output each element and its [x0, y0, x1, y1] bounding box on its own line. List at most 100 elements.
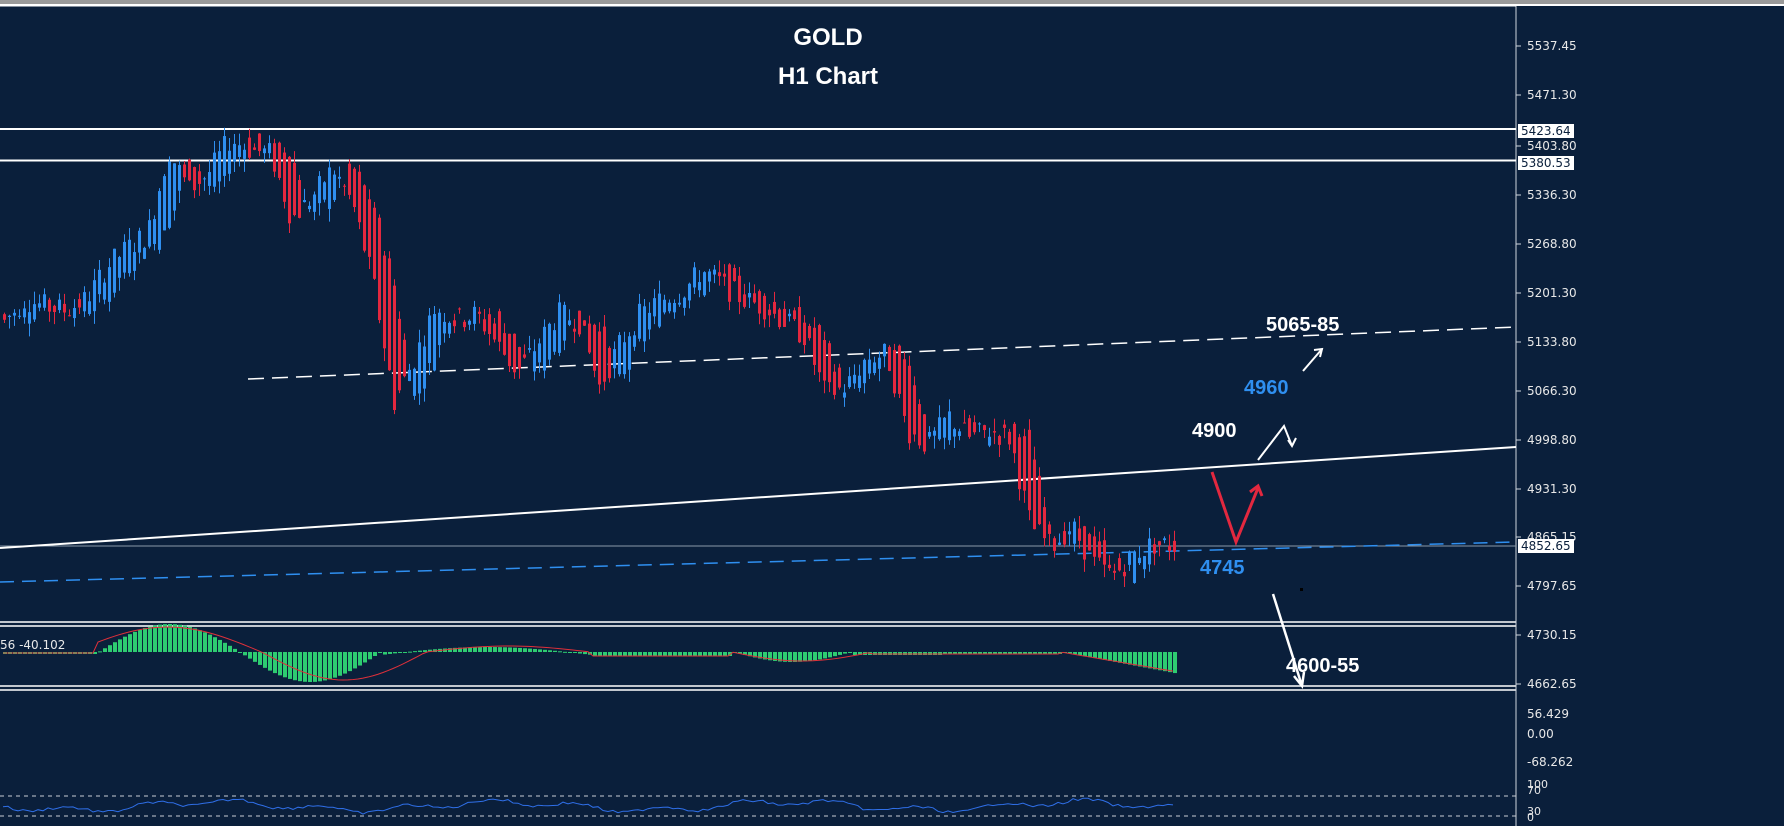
- bull-candle: [873, 362, 876, 374]
- bear-candle: [253, 147, 256, 150]
- bull-candle: [1148, 538, 1151, 565]
- bull-candle: [568, 320, 571, 325]
- bear-candle: [1018, 437, 1021, 490]
- macd-histogram-bar: [503, 647, 507, 652]
- macd-tick-label: 56.429: [1527, 707, 1569, 721]
- macd-histogram-bar: [213, 637, 217, 652]
- bear-candle: [513, 333, 516, 373]
- bull-candle: [878, 357, 881, 369]
- bull-candle: [1143, 556, 1146, 570]
- macd-histogram-bar: [633, 652, 637, 656]
- bear-candle: [1033, 459, 1036, 530]
- bull-candle: [8, 315, 11, 318]
- bull-candle: [673, 302, 676, 313]
- bull-candle: [848, 376, 851, 388]
- bear-candle: [993, 431, 996, 433]
- macd-tick-label: 0.00: [1527, 727, 1554, 741]
- macd-histogram-bar: [483, 647, 487, 652]
- macd-histogram-bar: [393, 652, 397, 654]
- bull-candle: [543, 326, 546, 371]
- bear-candle: [1093, 536, 1096, 557]
- bull-candle: [213, 152, 216, 187]
- rsi-tick-label: 30: [1527, 805, 1541, 818]
- bull-candle: [128, 239, 131, 274]
- macd-histogram-bar: [968, 652, 972, 654]
- bull-candle: [208, 172, 211, 186]
- bear-candle: [1003, 424, 1006, 428]
- macd-histogram-bar: [583, 652, 587, 655]
- macd-histogram-bar: [363, 652, 367, 663]
- bull-candle: [43, 294, 46, 308]
- bear-candle: [908, 365, 911, 444]
- annotation-4600-55: 4600-55: [1286, 655, 1360, 677]
- bear-candle: [383, 255, 386, 349]
- window-top-border-inner: [0, 4, 1784, 6]
- macd-histogram-bar: [973, 652, 977, 654]
- zigzag-arrow-icon: [1257, 423, 1293, 461]
- macd-histogram-bar: [738, 652, 742, 654]
- bear-candle: [273, 143, 276, 172]
- macd-histogram-bar: [1158, 652, 1162, 671]
- macd-histogram-bar: [518, 647, 522, 652]
- bear-candle: [738, 275, 741, 303]
- macd-histogram-bar: [98, 651, 102, 653]
- macd-tick-label: -68.262: [1527, 755, 1574, 769]
- bull-candle: [653, 298, 656, 317]
- macd-histogram-bar: [803, 652, 807, 662]
- upper-dashed-trendline: [247, 326, 1517, 380]
- macd-histogram-bar: [273, 652, 277, 674]
- macd-histogram-bar: [828, 652, 832, 658]
- bear-candle: [1053, 538, 1056, 551]
- bear-candle: [53, 305, 56, 312]
- up-arrowhead-icon: [1313, 347, 1324, 358]
- bear-candle: [763, 295, 766, 320]
- bear-candle: [298, 180, 301, 218]
- bear-candle: [368, 199, 371, 257]
- macd-histogram-bar: [1148, 652, 1152, 669]
- bull-candle: [693, 267, 696, 288]
- bear-candle: [343, 185, 346, 187]
- price-marker-box: 5423.64: [1518, 124, 1574, 138]
- projection-v-path: [1210, 471, 1260, 547]
- price-tick-label: 4998.80: [1527, 433, 1577, 447]
- bull-candle: [263, 148, 266, 154]
- bull-candle: [1128, 551, 1131, 565]
- bull-candle: [23, 308, 26, 318]
- bull-candle: [703, 272, 706, 296]
- bear-candle: [498, 311, 501, 342]
- bear-candle: [1118, 558, 1121, 571]
- macd-histogram-bar: [268, 652, 272, 671]
- bull-candle: [108, 267, 111, 302]
- bear-candle: [293, 162, 296, 216]
- macd-histogram-bar: [318, 652, 322, 682]
- bear-candle: [463, 321, 466, 328]
- bear-candle: [733, 268, 736, 282]
- macd-histogram-bar: [638, 652, 642, 656]
- bear-candle: [1038, 475, 1041, 525]
- bull-candle: [223, 136, 226, 176]
- bull-candle: [958, 431, 961, 436]
- macd-histogram-bar: [768, 652, 772, 661]
- bear-candle: [753, 293, 756, 303]
- bull-candle: [978, 423, 981, 425]
- macd-histogram-bar: [653, 652, 657, 656]
- macd-histogram-bar: [218, 639, 222, 652]
- bear-candle: [1063, 531, 1066, 545]
- bear-candle: [403, 339, 406, 377]
- bull-candle: [413, 368, 416, 396]
- macd-histogram-bar: [813, 652, 817, 661]
- bull-candle: [618, 335, 621, 375]
- bear-candle: [183, 164, 186, 178]
- price-tick-label: 5537.45: [1527, 39, 1577, 53]
- macd-histogram-bar: [598, 652, 602, 656]
- bear-candle: [63, 303, 66, 313]
- macd-histogram-bar: [563, 651, 567, 653]
- bull-candle: [148, 220, 151, 247]
- bear-candle: [818, 325, 821, 373]
- chart-title: GOLD: [793, 24, 863, 51]
- bull-candle: [713, 269, 716, 275]
- macd-histogram-bar: [513, 647, 517, 652]
- macd-histogram-bar: [1048, 652, 1052, 654]
- bear-candle: [923, 414, 926, 452]
